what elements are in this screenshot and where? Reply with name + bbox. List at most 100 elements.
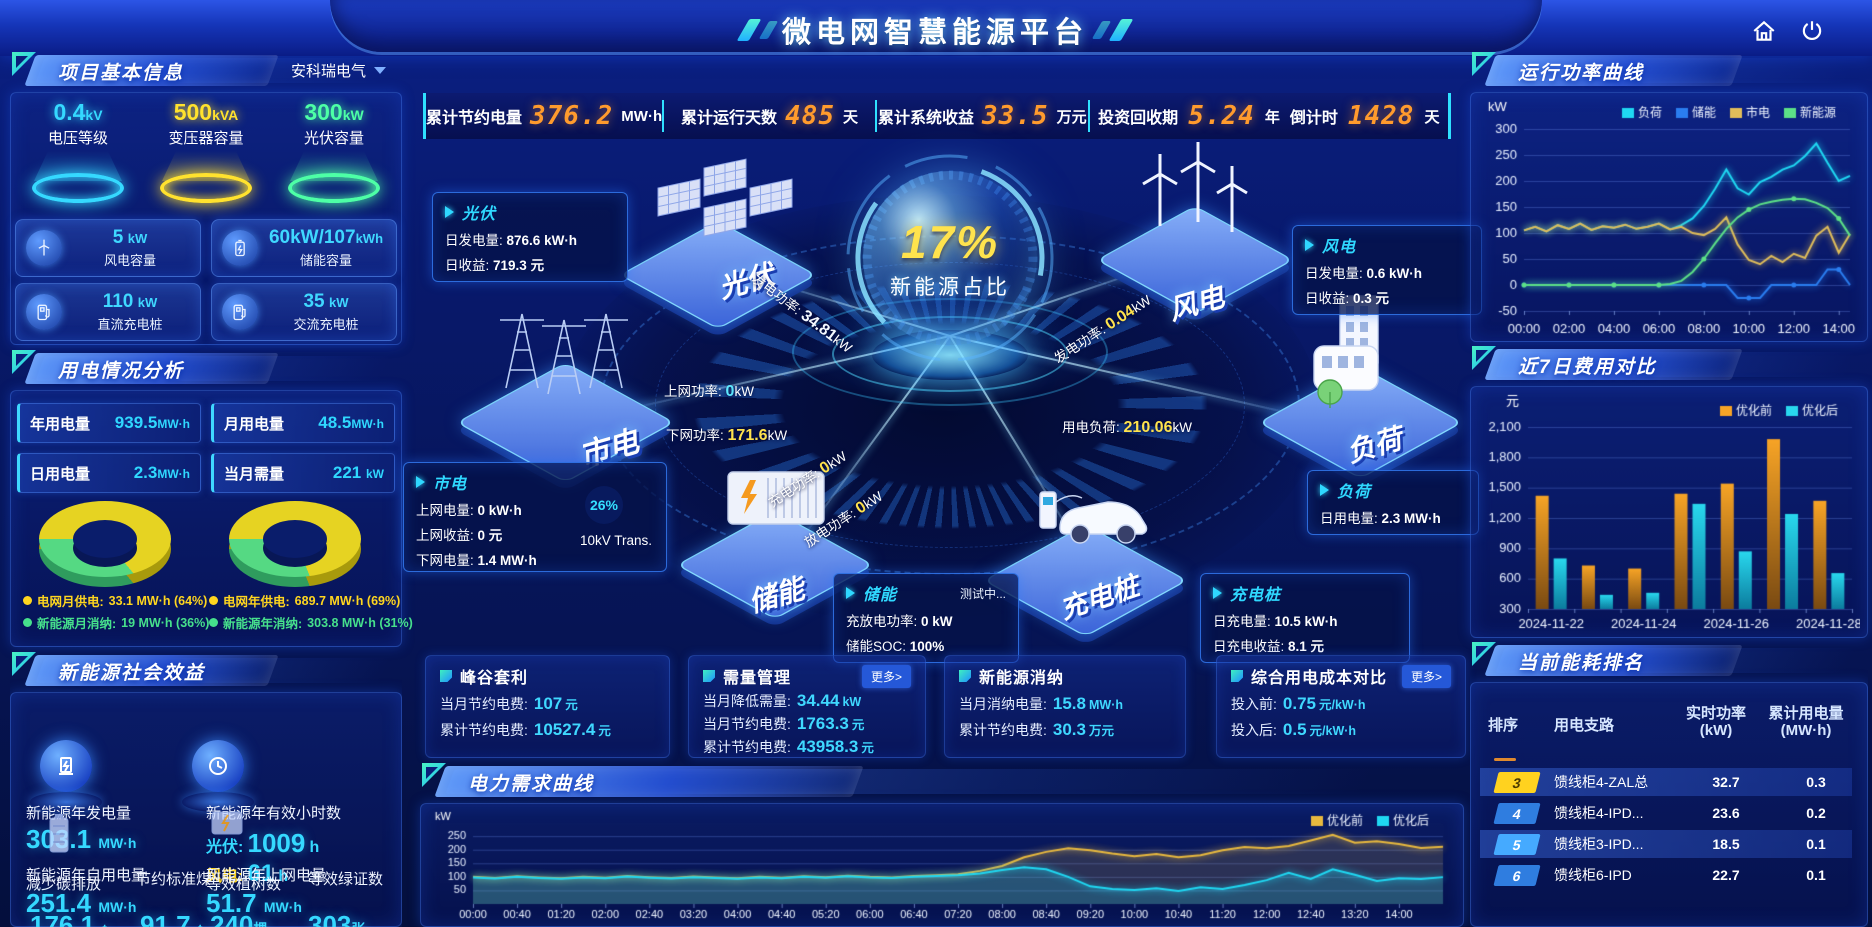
- renewable-ratio-value: 17%: [900, 216, 1000, 268]
- panel-title: 运行功率曲线: [1518, 63, 1645, 84]
- dc-charger-icon: [26, 294, 62, 330]
- arrow-icon: [846, 587, 855, 599]
- card-ac-charger: 35 kW 交流充电桩: [211, 283, 397, 341]
- kpi-value: 5.24: [1188, 101, 1255, 131]
- stat-day-usage: 日用电量 2.3MW·h: [17, 453, 201, 493]
- panel-header: 当前能耗排名: [1470, 642, 1868, 680]
- pedestal-glow: [182, 792, 254, 812]
- home-button[interactable]: [1748, 15, 1780, 47]
- col-header-rank: 排序: [1488, 717, 1519, 734]
- demand-curve-chart[interactable]: [429, 810, 1453, 922]
- self-use-label: 新能源年自用电量: [26, 867, 147, 884]
- company-select[interactable]: 安科瑞电气: [291, 60, 386, 81]
- kpi-value: 376.2: [530, 101, 614, 131]
- realtime-power: 32.7: [1712, 774, 1740, 790]
- total-energy: 0.3: [1806, 774, 1826, 790]
- legend-renewable-month: 新能源月消纳: 19 MW·h (36%): [23, 613, 209, 632]
- box-corner-icon: [1231, 670, 1243, 682]
- self-use-value: 251.4 MW·h: [26, 888, 137, 918]
- kpi-value: 33.5: [981, 101, 1049, 131]
- transformer-load-ring: 26%: [580, 481, 628, 529]
- renewable-benefit-panel: 新能源社会效益 新能源年发电量 303.1 MW·h 新能源年有效小时数 光伏:…: [10, 652, 402, 927]
- hours-clock-icon: [192, 740, 244, 792]
- kpi-run-days: 累计运行天数 485 天: [664, 100, 877, 132]
- title-decor-icon: [758, 21, 779, 39]
- legend-grid-month: 电网月供电: 33.1 MW·h (64%): [23, 591, 207, 610]
- certs-label: 等效绿证数: [308, 871, 384, 888]
- kpi-value: 485: [785, 101, 835, 131]
- run-power-panel: 运行功率曲线: [1470, 52, 1868, 342]
- peak-valley-arbitrage-box: 峰谷套利 当月节约电费: 107 元 累计节约电费: 10527.4 元: [425, 655, 670, 758]
- col-header-branch: 用电支路: [1554, 717, 1615, 734]
- arrow-icon: [1320, 484, 1329, 496]
- year-energy-donut-chart: [229, 501, 361, 587]
- total-energy: 0.2: [1806, 805, 1826, 821]
- kpi-label: 累计节约电量: [426, 110, 523, 127]
- panel-header: 电力需求曲线: [420, 763, 1464, 801]
- page-title-wrap: 微电网智慧能源平台: [620, 9, 1250, 51]
- ev-car-charger-icon: [1039, 491, 1148, 544]
- rank-table-row[interactable]: 6 馈线柜6-IPD 22.7 0.1: [1480, 861, 1852, 889]
- flow-load-power: 用电负荷: 210.06kW: [1062, 419, 1192, 436]
- pv-ghost-icon: [210, 810, 244, 841]
- solar-panels-icon: [657, 158, 793, 237]
- realtime-power: 18.5: [1712, 836, 1740, 852]
- total-energy: 0.1: [1806, 836, 1826, 852]
- rank-table-row[interactable]: 5 馈线柜3-IPD... 18.5 0.1: [1480, 830, 1852, 858]
- branch-name: 馈线柜3-IPD...: [1554, 836, 1644, 852]
- demand-more-button[interactable]: 更多>: [861, 664, 911, 688]
- panel-title: 近7日费用对比: [1518, 357, 1657, 378]
- trees-label: 等效植树数: [206, 876, 282, 893]
- to-grid-label: 新能源年上网电量: [206, 867, 327, 884]
- legend-grid-year: 电网年供电: 689.7 MW·h (69%): [209, 591, 400, 610]
- panel-body: 0.4kV 电压等级 500kVA 变压器容量 300kW 光伏容量: [10, 92, 402, 345]
- rank-table-row[interactable]: 3 馈线柜4-ZAL总 32.7 0.3: [1480, 768, 1852, 796]
- legend-renewable-year: 新能源年消纳: 303.8 MW·h (31%): [209, 613, 413, 632]
- rank-table-row[interactable]: 4 馈线柜4-IPD... 23.6 0.2: [1480, 799, 1852, 827]
- total-energy: 0.1: [1806, 867, 1826, 883]
- coal-label: 节约标准煤: [136, 871, 212, 888]
- charger-info-box: 充电桩 日充电量: 10.5 kW·h 日充电收益: 8.1 元: [1200, 573, 1410, 663]
- chevron-down-icon: [374, 67, 386, 74]
- pedestal-glow: [30, 792, 102, 812]
- panel-header: 项目基本信息 安科瑞电气: [10, 52, 402, 90]
- transformer-pct: 26%: [589, 497, 619, 513]
- podium-voltage-level: 0.4kV 电压等级: [17, 99, 139, 203]
- col-header-energy: 累计用电量: [1768, 705, 1844, 722]
- power-button[interactable]: [1796, 15, 1828, 47]
- panel-title: 电力需求曲线: [468, 774, 595, 795]
- generation-icon: [40, 740, 92, 792]
- cost-compare-chart[interactable]: [1478, 391, 1860, 633]
- panel-title: 用电情况分析: [58, 361, 185, 382]
- panel-body: [1470, 386, 1868, 638]
- certs-value: 303张: [308, 910, 365, 927]
- kpi-revenue: 累计系统收益 33.5 万元: [877, 100, 1090, 132]
- ac-charger-icon: [222, 294, 258, 330]
- legend-dot: [23, 596, 32, 605]
- podium-transformer-capacity: 500kVA 变压器容量: [145, 99, 267, 203]
- scroll-indicator: [1494, 758, 1516, 761]
- branch-name: 馈线柜6-IPD: [1554, 867, 1632, 883]
- load-info-box: 负荷 日用电量: 2.3 MW·h: [1307, 470, 1479, 535]
- cost-more-button[interactable]: 更多>: [1401, 664, 1451, 688]
- flow-grid-export: 上网功率: 0kW: [664, 383, 754, 400]
- rank-badge: 3: [1493, 771, 1541, 793]
- rank-badge: 4: [1493, 802, 1541, 824]
- company-select-value: 安科瑞电气: [290, 63, 366, 80]
- stat-year-usage: 年用电量 939.5MW·h: [17, 403, 201, 443]
- realtime-power: 23.6: [1712, 805, 1740, 821]
- renewable-consumption-box: 新能源消纳 当月消纳电量: 15.8 MW·h 累计节约电费: 30.3 万元: [944, 655, 1186, 758]
- legend-dot: [209, 596, 218, 605]
- arrow-icon: [1305, 239, 1314, 251]
- panel-body: [1470, 92, 1868, 342]
- light-beam: [34, 151, 122, 181]
- wind-turbines-icon: [1142, 142, 1248, 232]
- run-power-chart[interactable]: [1478, 97, 1860, 337]
- stat-month-demand: 当月需量 221 kW: [211, 453, 395, 493]
- project-info-panel: 项目基本信息 安科瑞电气 0.4kV 电压等级 500kVA 变压器容量 300…: [10, 52, 402, 345]
- legend-dot: [23, 618, 32, 627]
- panel-body: 年用电量 939.5MW·h 月用电量 48.5MW·h 日用电量 2.3MW·…: [10, 390, 413, 647]
- panel-header: 用电情况分析: [10, 350, 402, 388]
- storage-status-badge: 测试中...: [959, 586, 1006, 601]
